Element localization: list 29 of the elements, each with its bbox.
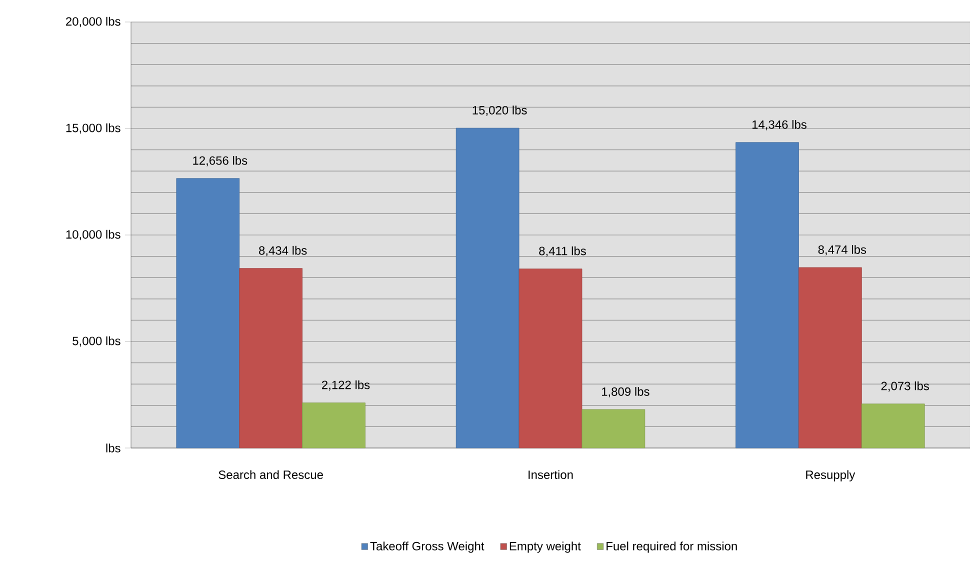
- data-label: 2,122 lbs: [322, 380, 370, 391]
- y-tick-label: 5,000 lbs: [72, 336, 120, 347]
- bar: [456, 128, 520, 448]
- data-label: 14,346 lbs: [752, 120, 806, 130]
- x-tick-label: Resupply: [806, 470, 856, 482]
- y-tick-label: 20,000 lbs: [66, 16, 120, 28]
- bar: [518, 268, 582, 448]
- bar: [239, 268, 302, 448]
- bar: [176, 178, 240, 448]
- data-label: 12,656 lbs: [193, 156, 248, 166]
- y-tick-label: lbs: [106, 444, 120, 452]
- bar: [302, 402, 366, 448]
- bar: [582, 409, 646, 448]
- data-label: 8,411 lbs: [539, 246, 586, 257]
- data-label: 2,073 lbs: [881, 381, 929, 392]
- legend-label: Fuel required for mission: [606, 542, 737, 553]
- data-label: 8,474 lbs: [818, 245, 866, 256]
- bar: [798, 267, 862, 448]
- data-label: 15,020 lbs: [472, 106, 527, 116]
- x-tick-label: Search and Rescue: [218, 470, 323, 480]
- y-tick-label: 15,000 lbs: [66, 123, 120, 134]
- bar: [861, 404, 925, 448]
- legend-label: Takeoff Gross Weight: [370, 542, 484, 553]
- data-label: 8,434 lbs: [259, 246, 307, 256]
- legend-label: Empty weight: [510, 542, 581, 553]
- x-tick-label: Insertion: [528, 470, 573, 480]
- bar: [736, 142, 799, 448]
- data-label: 1,809 lbs: [602, 387, 650, 398]
- y-tick-label: 10,000 lbs: [66, 230, 120, 240]
